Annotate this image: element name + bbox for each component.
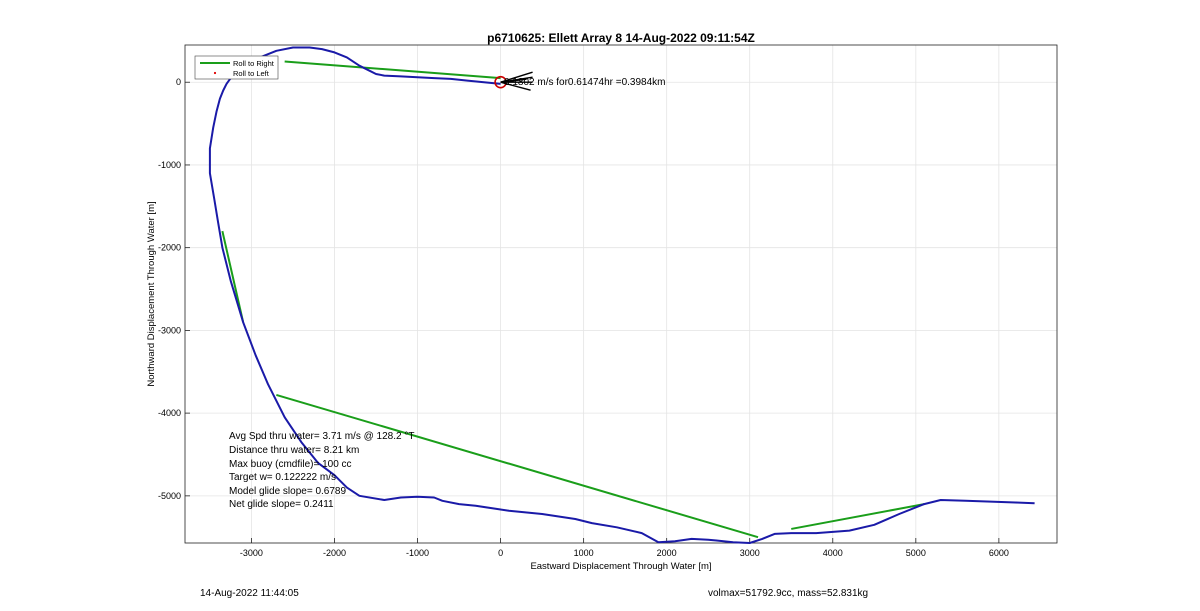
- x-tick-label: 3000: [740, 548, 760, 558]
- grid: [185, 45, 1057, 543]
- y-tick-label: 0: [176, 77, 181, 87]
- footer-timestamp: 14-Aug-2022 11:44:05: [200, 588, 299, 599]
- x-tick-label: 5000: [906, 548, 926, 558]
- roll-right-segment: [284, 60, 501, 80]
- roll-right-segment: [276, 393, 759, 539]
- legend-label-roll-right: Roll to Right: [233, 59, 275, 68]
- y-tick-label: -3000: [158, 325, 181, 335]
- x-tick-label: 0: [498, 548, 503, 558]
- legend: Roll to Right Roll to Left: [194, 55, 279, 80]
- heading-arrow: [500, 78, 527, 83]
- current-annotation: 0.1802 m/s for0.61474hr =0.3984km: [504, 77, 666, 88]
- stat-max-buoy: Max buoy (cmdfile)= 100 cc: [229, 459, 352, 470]
- x-tick-label: -2000: [323, 548, 346, 558]
- stat-target-w: Target w= 0.122222 m/s: [229, 472, 336, 483]
- roll-right-segment: [221, 230, 245, 323]
- footer-vol-mass: volmax=51792.9cc, mass=52.831kg: [708, 588, 869, 599]
- y-tick-label: -4000: [158, 408, 181, 418]
- roll-right-segment: [791, 503, 925, 530]
- heading-arrows: [500, 71, 533, 91]
- track-line: [208, 46, 1035, 544]
- legend-label-roll-left: Roll to Left: [233, 69, 270, 78]
- x-tick-label: 2000: [657, 548, 677, 558]
- plot-area: [184, 44, 1058, 544]
- y-axis: 0 -1000 -2000 -3000 -4000 -5000: [158, 77, 190, 501]
- y-tick-label: -5000: [158, 491, 181, 501]
- chart-title: p6710625: Ellett Array 8 14-Aug-2022 09:…: [487, 31, 755, 45]
- y-tick-label: -1000: [158, 160, 181, 170]
- x-tick-label: -1000: [406, 548, 429, 558]
- stat-distance: Distance thru water= 8.21 km: [229, 445, 359, 456]
- stat-model-glide: Model glide slope= 0.6789: [229, 486, 346, 497]
- y-axis-label: Northward Displacement Through Water [m]: [146, 201, 157, 386]
- x-tick-label: 6000: [989, 548, 1009, 558]
- x-tick-label: 4000: [823, 548, 843, 558]
- stat-net-glide: Net glide slope= 0.2411: [229, 499, 334, 510]
- heading-arrow: [500, 81, 531, 91]
- x-tick-label: -3000: [240, 548, 263, 558]
- legend-swatch-roll-left: [213, 71, 217, 75]
- heading-arrow: [500, 71, 533, 83]
- x-tick-label: 1000: [574, 548, 594, 558]
- series-layer: [208, 46, 1035, 544]
- stats-box: Avg Spd thru water= 3.71 m/s @ 128.2 °T …: [229, 431, 414, 510]
- y-tick-label: -2000: [158, 243, 181, 253]
- x-axis: -3000 -2000 -1000 0 1000 2000 3000 4000 5000 6000: [240, 538, 1009, 558]
- x-axis-label: Eastward Displacement Through Water [m]: [530, 561, 711, 572]
- stat-avg-speed: Avg Spd thru water= 3.71 m/s @ 128.2 °T: [229, 431, 414, 442]
